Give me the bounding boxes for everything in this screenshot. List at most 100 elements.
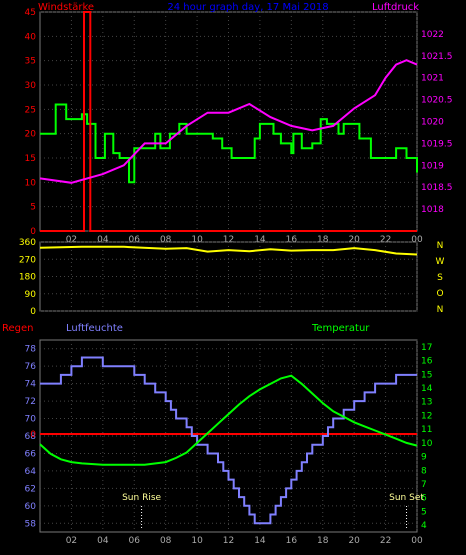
x-tick-label: 20 — [348, 235, 360, 245]
right-tick-label: 14 — [421, 384, 433, 394]
right-tick-label: 4 — [421, 521, 427, 531]
direction-label: N — [437, 305, 444, 315]
rain-tick-label: 0 — [30, 430, 36, 440]
left-tick-label: 90 — [25, 290, 37, 300]
humidity-title: Luftfeuchte — [66, 323, 123, 334]
x-tick-label: 14 — [254, 235, 266, 245]
series-line-windst-rke — [40, 103, 418, 184]
left-tick-label: 15 — [25, 154, 36, 164]
left-tick-label: 5 — [30, 203, 36, 213]
x-tick-label: 22 — [380, 536, 391, 546]
right-tick-label: 1020.5 — [421, 96, 453, 106]
x-tick-label: 12 — [223, 536, 234, 546]
x-tick-label: 20 — [348, 536, 360, 546]
panel1-series — [39, 11, 418, 232]
x-tick-label: 00 — [411, 536, 423, 546]
left-tick-label: 35 — [25, 57, 36, 67]
right-tick-label: 5 — [421, 507, 427, 517]
right-tick-label: 1022 — [421, 30, 444, 40]
left-tick-label: 45 — [25, 8, 36, 18]
x-tick-label: 18 — [317, 235, 329, 245]
right-tick-label: 6 — [421, 494, 427, 504]
chart-title: 24 hour graph day, 17 Mai 2018 — [167, 2, 328, 13]
left-tick-label: 30 — [25, 81, 37, 91]
temperature-title: Temperatur — [311, 323, 370, 334]
left-tick-label: 270 — [19, 255, 36, 265]
right-tick-label: 1020 — [421, 118, 444, 128]
series-line-luftdruck — [39, 59, 418, 184]
left-tick-label: 68 — [25, 432, 37, 442]
right-tick-label: 16 — [421, 357, 433, 367]
panel3-left-ticks: 58 60 62 64 66 68 70 72 74 76 78 0 — [25, 345, 37, 530]
x-tick-label: 04 — [97, 536, 109, 546]
series-line-luftfeuchte — [40, 356, 417, 525]
x-tick-label: 10 — [191, 235, 203, 245]
right-tick-label: 7 — [421, 480, 427, 490]
left-tick-label: 64 — [25, 467, 37, 477]
x-tick-label: 18 — [317, 536, 329, 546]
x-tick-label: 06 — [129, 235, 141, 245]
right-tick-label: 1019.5 — [421, 139, 453, 149]
direction-label: S — [437, 273, 443, 283]
panel3-series — [39, 356, 418, 525]
air-pressure-title: Luftdruck — [372, 2, 419, 13]
panel2-left-ticks: 0 90 180 270 360 — [19, 238, 36, 317]
right-tick-label: 15 — [421, 370, 432, 380]
panel3-sun-markers: Sun Rise Sun Set — [122, 493, 424, 530]
x-tick-label: 22 — [380, 235, 391, 245]
panel3-right-ticks: 4 5 6 7 8 9 10 11 12 13 14 15 16 17 — [421, 343, 433, 531]
left-tick-label: 58 — [25, 519, 37, 529]
x-tick-label: 08 — [160, 536, 172, 546]
left-tick-label: 66 — [25, 449, 37, 459]
left-tick-label: 62 — [25, 484, 36, 494]
right-tick-label: 13 — [421, 398, 432, 408]
right-tick-label: 1018.5 — [421, 183, 453, 193]
x-tick-label: 16 — [286, 536, 298, 546]
direction-label: N — [437, 241, 444, 251]
left-tick-label: 70 — [25, 415, 37, 425]
panel3-x-ticks: 02 04 06 08 10 12 14 16 18 20 22 00 — [66, 536, 423, 546]
panel2-grid — [40, 241, 418, 312]
series-line-windrichtung — [39, 245, 418, 256]
x-tick-label: 12 — [223, 235, 234, 245]
left-tick-label: 72 — [25, 397, 36, 407]
left-tick-label: 25 — [25, 105, 36, 115]
panel1-left-ticks: 0 5 10 15 20 25 30 35 40 45 — [25, 8, 37, 237]
x-tick-label: 16 — [286, 235, 298, 245]
x-tick-label: 00 — [411, 235, 423, 245]
x-tick-label: 08 — [160, 235, 172, 245]
left-tick-label: 360 — [19, 238, 36, 248]
left-tick-label: 40 — [25, 32, 37, 42]
direction-label: O — [436, 289, 443, 299]
x-tick-label: 06 — [129, 536, 141, 546]
right-tick-label: 8 — [421, 466, 427, 476]
right-tick-label: 1021.5 — [421, 52, 453, 62]
right-tick-label: 1021 — [421, 74, 444, 84]
x-tick-label: 02 — [66, 235, 77, 245]
series-line-temperatur — [39, 374, 418, 466]
left-tick-label: 0 — [30, 227, 36, 237]
panel1-x-ticks: 02 04 06 08 10 12 14 16 18 20 22 00 — [66, 235, 423, 245]
right-tick-label: 11 — [421, 425, 432, 435]
series-line-windst-rke-b-en — [40, 11, 417, 232]
x-tick-label: 10 — [191, 536, 203, 546]
right-tick-label: 9 — [421, 453, 427, 463]
right-tick-label: 1019 — [421, 161, 444, 171]
x-tick-label: 14 — [254, 536, 266, 546]
panel2-series — [39, 245, 418, 256]
direction-label: W — [436, 257, 445, 267]
right-tick-label: 10 — [421, 439, 433, 449]
left-tick-label: 76 — [25, 362, 37, 372]
right-tick-label: 1018 — [421, 205, 444, 215]
left-tick-label: 0 — [30, 307, 36, 317]
rain-title: Regen — [2, 323, 34, 334]
left-tick-label: 60 — [25, 502, 37, 512]
left-tick-label: 20 — [25, 130, 37, 140]
left-tick-label: 74 — [25, 380, 37, 390]
panel1-right-ticks: 1018 1018.5 1019 1019.5 1020 1020.5 1021 1021.5… — [421, 30, 453, 215]
